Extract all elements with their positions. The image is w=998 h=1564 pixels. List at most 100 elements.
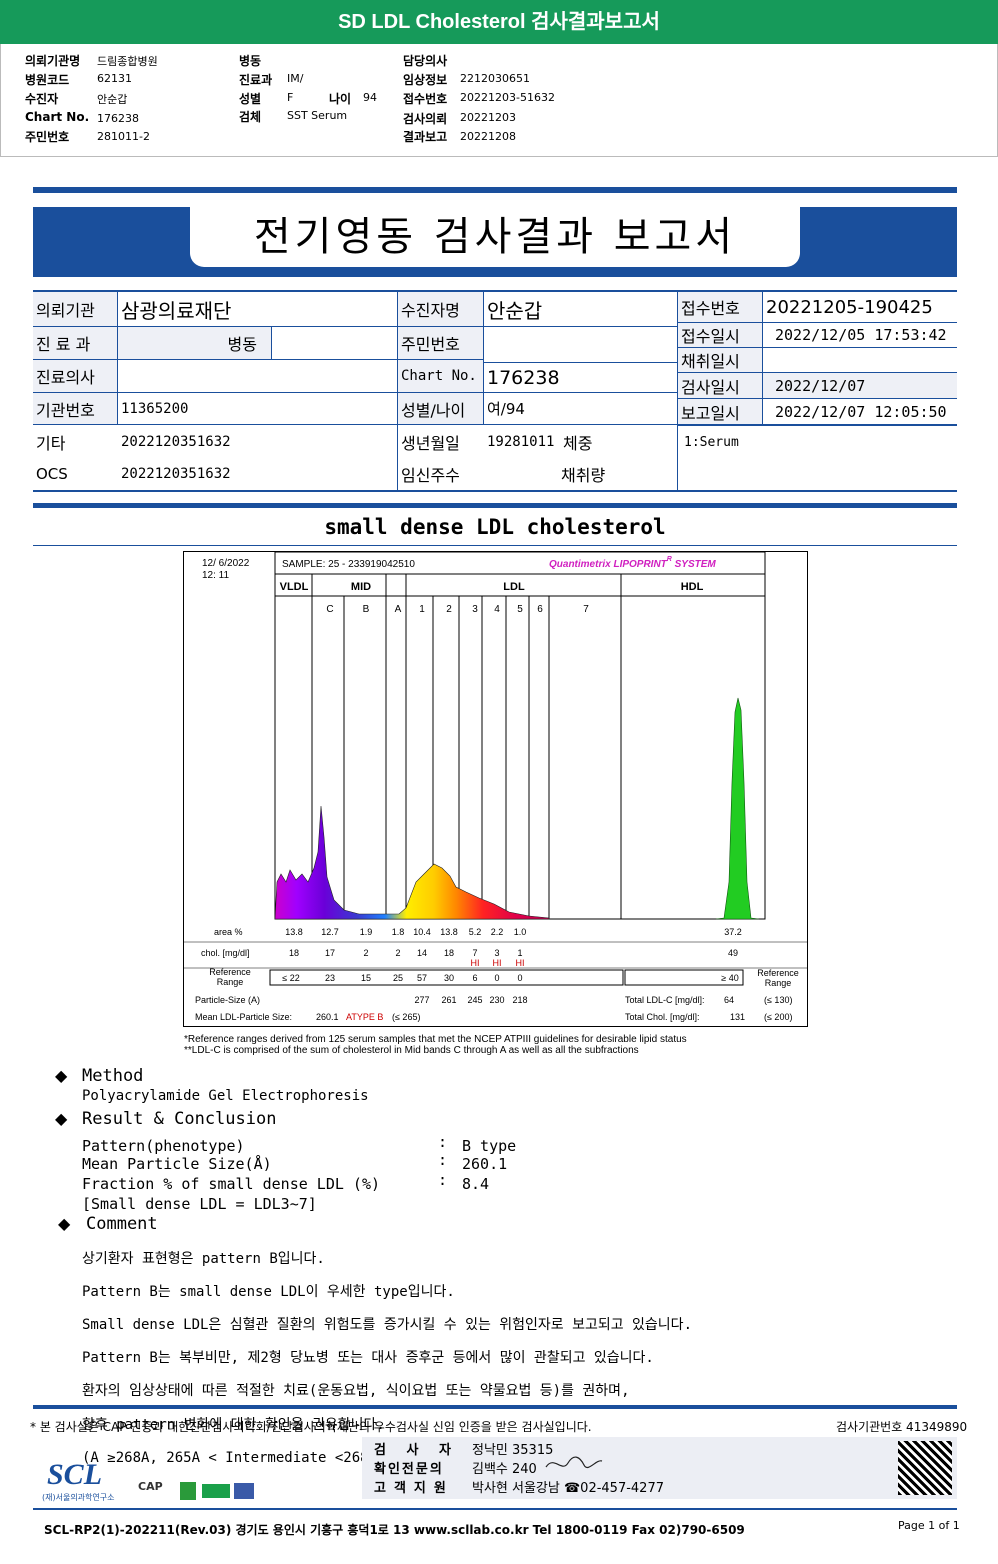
band-label: C xyxy=(326,604,333,615)
chol-label: chol. [mg/dl] xyxy=(201,948,250,958)
label-receipt-no: 접수번호 xyxy=(678,292,762,322)
particle-size-value: 218 xyxy=(512,995,527,1005)
chart-sample: SAMPLE: 25 - 233919042510 xyxy=(282,559,415,570)
result-label: Mean Particle Size(Å) xyxy=(82,1155,272,1173)
info-value: 20221208 xyxy=(460,130,516,143)
label-rrn: 주민번호 xyxy=(398,327,483,359)
row-line xyxy=(483,362,677,363)
info-label: 검체 xyxy=(239,110,262,124)
info-label: 진료과 xyxy=(239,73,273,87)
group-label: MID xyxy=(351,581,371,593)
cert-logo xyxy=(180,1482,196,1500)
birth-value: 19281011 xyxy=(487,434,555,450)
hdl-ref-value: ≥ 40 xyxy=(721,973,738,983)
ref-value: 15 xyxy=(361,973,371,983)
area-value: 12.7 xyxy=(321,927,339,937)
label-dept: 진 료 과 xyxy=(33,327,117,359)
label-pregnancy: 임신주수 xyxy=(401,466,460,485)
ref-label: Reference xyxy=(757,968,799,978)
chol-value: 17 xyxy=(325,948,335,958)
label-weight: 체중 xyxy=(563,434,593,453)
staff-value: 박사현 서울강남 ☎02-457-4277 xyxy=(472,1481,664,1496)
col-line xyxy=(397,292,398,490)
footer-staff-box: 검 사 자 정낙민 35315 확인전문의 김백수 240 고객지원 박사현 서… xyxy=(362,1437,957,1499)
mean-size-limit: (≤ 265) xyxy=(392,1012,420,1022)
info-value: SST Serum xyxy=(287,109,348,122)
inst-no-value: 11365200 xyxy=(121,400,189,417)
label-institution: 의뢰기관 xyxy=(33,292,117,326)
group-label: LDL xyxy=(503,581,525,593)
band-label: 3 xyxy=(472,604,478,615)
info-label: Chart No. xyxy=(25,110,90,124)
group-labels: VLDL MID LDL HDL xyxy=(280,581,704,593)
result-label: Pattern(phenotype) xyxy=(82,1137,245,1155)
band-labels: C B A 1 2 3 4 5 6 7 xyxy=(326,604,589,615)
chart-time: 12: 11 xyxy=(202,570,229,581)
mean-size-value: 260.1 xyxy=(316,1012,339,1022)
staff-value: 정낙민 35315 xyxy=(472,1443,554,1458)
info-table: 의뢰기관 삼광의료재단 진 료 과 병동 진료의사 기관번호 11365200 … xyxy=(33,290,957,492)
brand-name: Quantimetrix LIPOPRINT xyxy=(549,559,668,570)
ref-value: 23 xyxy=(325,973,335,983)
total-chol-limit: (≤ 200) xyxy=(764,1012,792,1022)
label-chart: Chart No. xyxy=(398,360,483,392)
band-label: 4 xyxy=(494,604,500,615)
header-rule xyxy=(33,187,957,193)
info-value: 드림종합병원 xyxy=(97,55,158,68)
chart-brand: Quantimetrix LIPOPRINTR SYSTEM xyxy=(549,556,716,570)
row-line xyxy=(677,424,957,426)
comment-line: Small dense LDL은 심혈관 질환의 위험도를 증가시킬 수 있는 … xyxy=(82,1316,692,1333)
chart-date: 12/ 6/2022 xyxy=(202,558,250,569)
band-label: 7 xyxy=(583,604,589,615)
section-rule xyxy=(33,503,957,508)
info-label: 의뢰기관명 xyxy=(25,54,81,68)
row-line xyxy=(33,326,677,327)
row-line xyxy=(677,347,957,348)
receipt-dt-value: 2022/12/05 17:53:42 xyxy=(775,326,947,344)
ref-value: 6 xyxy=(472,973,477,983)
area-value: 1.0 xyxy=(514,927,527,937)
hi-flag: HI xyxy=(471,958,480,968)
staff-label: 검 사 자 xyxy=(374,1443,459,1458)
spectrum-area xyxy=(274,805,550,920)
patient-value: 안순갑 xyxy=(487,298,543,323)
comment-title: Comment xyxy=(86,1214,158,1234)
result-value: 8.4 xyxy=(462,1175,490,1193)
hdl-peak-area xyxy=(715,697,760,920)
ref-value: 30 xyxy=(444,973,454,983)
table-border xyxy=(33,490,957,492)
chol-value: 2 xyxy=(363,948,368,958)
info-label: 병원코드 xyxy=(25,73,70,87)
comment-line: 상기환자 표현형은 pattern B입니다. xyxy=(82,1250,325,1267)
result-colon: : xyxy=(438,1133,448,1151)
info-label: 접수번호 xyxy=(403,92,448,106)
row-line xyxy=(33,424,677,425)
chol-value: 18 xyxy=(444,948,454,958)
chart-no-value: 176238 xyxy=(487,366,560,389)
info-label: 수진자 xyxy=(25,92,59,106)
sd-title: small dense LDL cholesterol xyxy=(324,515,666,539)
method-text: Polyacrylamide Gel Electrophoresis xyxy=(82,1088,369,1104)
info-label: 성별 xyxy=(239,92,262,106)
signature xyxy=(545,1456,603,1469)
total-ldl-limit: (≤ 130) xyxy=(764,995,792,1005)
row-line xyxy=(677,322,957,323)
top-info-panel: 의뢰기관명 드림종합병원 병원코드 62131 수진자 안순갑 Chart No… xyxy=(0,44,998,157)
diamond-bullet: ◆ xyxy=(55,1109,68,1128)
label-inst-no: 기관번호 xyxy=(33,393,117,424)
particle-size-label: Particle-Size (A) xyxy=(195,995,260,1005)
band-label: 2 xyxy=(446,604,452,615)
result-title: Result & Conclusion xyxy=(82,1109,277,1129)
col-line xyxy=(677,292,678,490)
chol-value: 7 xyxy=(472,948,477,958)
info-value: 2212030651 xyxy=(460,72,530,85)
footer-rule xyxy=(33,1405,957,1409)
area-value: 1.9 xyxy=(360,927,373,937)
bottom-rule xyxy=(33,1508,957,1510)
result-note: [Small dense LDL = LDL3~7] xyxy=(82,1195,317,1213)
footer-note: * 본 검사실은 CAP 인증과 대한진단검사의학회/진단검사의학재단의 우수검… xyxy=(30,1420,592,1434)
label-doctor: 진료의사 xyxy=(33,360,117,392)
info-value: F xyxy=(287,91,294,104)
info-value: IM/ xyxy=(287,72,304,85)
hi-flag: HI xyxy=(493,958,502,968)
